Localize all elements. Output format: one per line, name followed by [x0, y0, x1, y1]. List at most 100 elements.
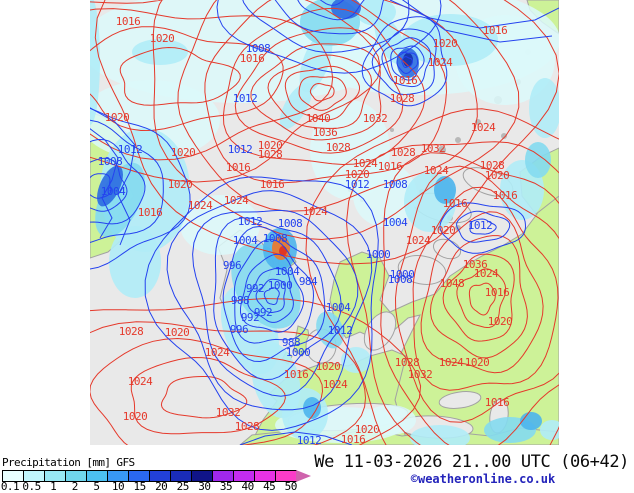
isobar — [222, 225, 326, 363]
pressure-label: 1008 — [263, 232, 288, 245]
isobar — [90, 297, 422, 445]
pressure-label: 1040 — [306, 112, 331, 125]
pressure-label: 1024 — [303, 205, 328, 218]
isobar — [401, 0, 553, 43]
isobar — [90, 128, 119, 239]
scale-label: 20 — [155, 480, 168, 493]
pressure-label: 1012 — [328, 324, 353, 337]
pressure-label: 1028 — [235, 420, 260, 433]
pressure-label: 1024 — [428, 56, 453, 69]
precipitation-area — [529, 78, 559, 138]
pressure-label: 1008 — [388, 273, 413, 286]
precipitation-area — [540, 420, 559, 440]
pressure-label: 1024 — [323, 378, 348, 391]
pressure-label: 992 — [254, 306, 272, 319]
island — [455, 137, 461, 143]
pressure-label: 1020 — [105, 111, 130, 124]
pressure-label: 992 — [246, 282, 264, 295]
isobar — [396, 51, 419, 74]
pressure-label: 984 — [299, 275, 318, 288]
pressure-label: 1028 — [391, 146, 416, 159]
scale-label: 30 — [198, 480, 211, 493]
isobar — [90, 119, 164, 243]
pressure-label: 1004 — [383, 216, 408, 229]
pressure-label: 1020 — [355, 423, 380, 436]
pressure-label: 1020 — [150, 32, 175, 45]
pressure-label: 1024 — [471, 121, 496, 134]
isobar — [305, 108, 559, 445]
pressure-label: 1016 — [483, 24, 508, 37]
precipitation-colorbar — [2, 470, 311, 482]
isobar — [345, 141, 559, 445]
isobar — [94, 0, 559, 265]
pressure-label: 1020 — [165, 326, 190, 339]
pressure-label: 1000 — [286, 346, 311, 359]
pressure-label: 1000 — [366, 248, 391, 261]
pressure-label: 1020 — [171, 146, 196, 159]
pressure-label: 1020 — [485, 169, 510, 182]
isobar — [160, 376, 248, 419]
pressure-label: 1008 — [246, 42, 271, 55]
isobar — [298, 76, 347, 111]
isobar — [90, 107, 191, 270]
pressure-label: 1016 — [378, 160, 403, 173]
isobar — [90, 26, 284, 132]
isobar — [389, 0, 559, 29]
pressure-label: 988 — [282, 336, 300, 349]
isobar — [90, 138, 146, 225]
isobar — [439, 202, 527, 254]
isobar — [204, 0, 448, 184]
isobar — [240, 253, 305, 333]
weather-map: 1016 1020 1016 1020 1020 1020 1028 1016 1016 1020… — [90, 0, 559, 445]
pressure-label: 1016 — [341, 433, 366, 445]
pressure-label: 1036 — [313, 126, 338, 139]
isobar — [412, 186, 559, 391]
scale-label: 15 — [133, 480, 146, 493]
pressure-label: 1000 — [390, 268, 415, 281]
pressure-label: 1024 — [439, 356, 464, 369]
pressure-label: 1028 — [326, 141, 351, 154]
isobar — [468, 282, 496, 316]
pressure-label: 1028 — [390, 92, 415, 105]
precipitation-area — [303, 397, 321, 419]
pressure-label: 1028 — [258, 148, 283, 161]
pressure-label: 1020 — [123, 410, 148, 423]
isobar — [166, 190, 373, 411]
scale-label: 10 — [111, 480, 125, 493]
precipitation-area — [90, 0, 100, 125]
datetime-label: We 11-03-2026 21..00 UTC (06+42) — [314, 452, 629, 472]
isobar — [234, 27, 404, 154]
scale-label: 35 — [219, 480, 233, 493]
pressure-label: 1036 — [463, 258, 488, 271]
island — [438, 146, 446, 154]
pressure-label: 1020 — [488, 315, 513, 328]
island — [501, 133, 507, 139]
pressure-label: 1016 — [493, 189, 518, 202]
isobar — [242, 0, 410, 53]
map-canvas: 1016102010161020102010201028101610161020… — [90, 0, 559, 445]
scale-label: 0.5 — [22, 480, 41, 493]
isobar — [90, 0, 381, 183]
isobar — [130, 356, 286, 435]
isobar — [90, 157, 128, 212]
scale-label: 1 — [50, 480, 57, 493]
colorbar-arrow — [296, 470, 311, 482]
scale-label: 50 — [284, 480, 298, 493]
pressure-label: 992 — [241, 311, 259, 324]
pressure-label: 1048 — [440, 277, 465, 290]
pressure-label: 1032 — [363, 112, 388, 125]
pressure-label: 1016 — [260, 178, 285, 191]
isobar — [250, 43, 382, 141]
pressure-label: 1020 — [258, 139, 283, 152]
isobar — [394, 165, 559, 423]
pressure-label: 1004 — [101, 185, 126, 198]
precipitation-area — [132, 39, 188, 65]
pressure-label: 1020 — [345, 168, 370, 181]
pressure-label: 1012 — [468, 219, 493, 232]
pressure-label: 1020 — [316, 360, 341, 373]
scale-label: 45 — [263, 480, 276, 493]
pressure-label: 1028 — [480, 159, 505, 172]
isobar — [263, 287, 280, 306]
isobar — [274, 0, 385, 35]
